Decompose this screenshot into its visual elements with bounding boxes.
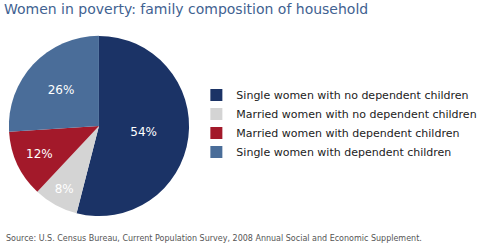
svg-text:Single women with no dependent: Single women with no dependent children (236, 89, 468, 102)
svg-text:54%: 54% (130, 125, 157, 139)
svg-text:12%: 12% (26, 147, 53, 161)
svg-text:26%: 26% (48, 83, 75, 97)
svg-text:Single women with dependent ch: Single women with dependent children (236, 146, 451, 159)
svg-text:Women in poverty: family compo: Women in poverty: family composition of … (4, 1, 368, 17)
svg-text:Married women with no dependen: Married women with no dependent children (236, 108, 476, 121)
svg-text:Source: U.S. Census Bureau, Cu: Source: U.S. Census Bureau, Current Popu… (6, 234, 422, 243)
svg-text:Married women with dependent c: Married women with dependent children (236, 127, 459, 140)
svg-text:8%: 8% (55, 182, 74, 196)
